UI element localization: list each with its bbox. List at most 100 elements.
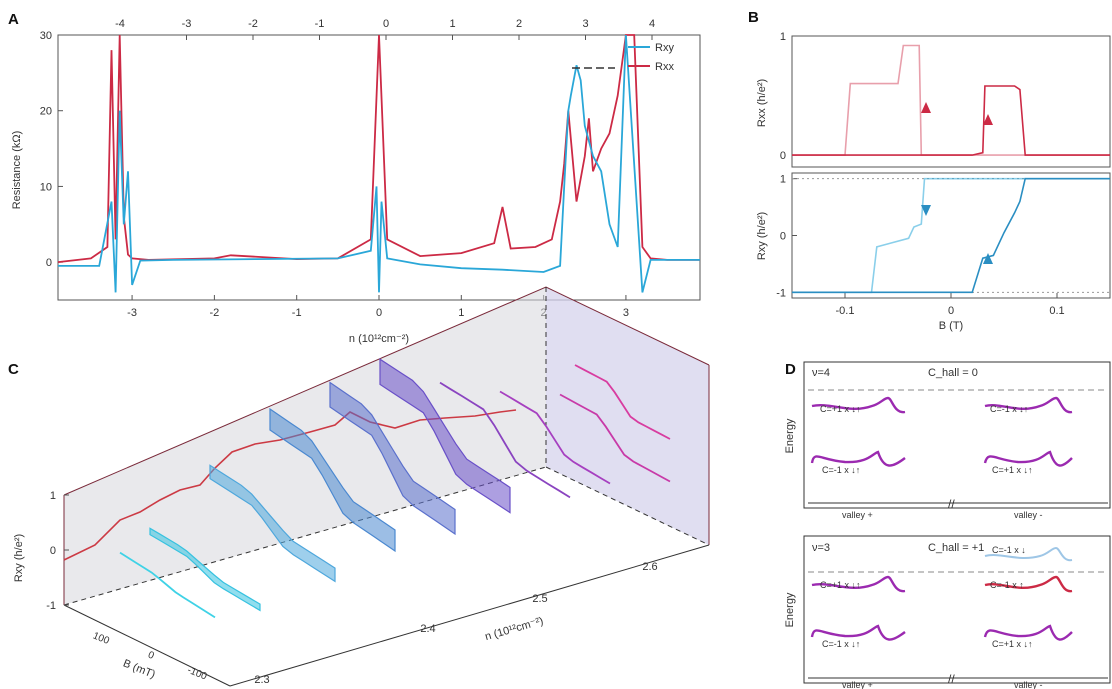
panel-d-bottom-break: // [948,672,955,686]
b-bottom-y-tick-label: 1 [780,174,786,186]
panel-d-bottom-frame [803,535,1111,684]
rxy-sweep-up-line [792,177,1110,294]
panel-label-a: A [8,11,19,28]
rxy-sweep-down-line [792,177,1110,294]
panel-a-y-label: Resistance (kΩ) [11,131,23,210]
panel-label-b: B [748,9,759,26]
c-z-tick-label: 1 [50,490,56,502]
panel-c-b-axis [63,604,231,687]
a-y-tick-label: 0 [46,257,52,269]
panel-d-top: ν=4 C_hall = 0 Energy C=+1 x ↓↑ C=-1 x ↓… [784,361,1111,520]
legend-label-rxy: Rxy [655,42,674,54]
panel-a-x-label: n (10¹²cm⁻²) [349,333,409,345]
a-y-tick-label: 30 [40,30,52,42]
panel-d-top-valley-plus: valley + [842,510,873,520]
band-label-bottom-1: C=+1 x ↓↑ [820,580,861,590]
band-curve-bottom-2 [984,575,1073,593]
a-top-tick-label: 2 [516,18,522,30]
c-slice-area-4 [329,381,456,536]
c-n-tick-label: 2.5 [532,593,547,605]
band-curve-top-1 [811,396,906,414]
a-top-tick-label: -4 [115,18,125,30]
band-curve-top-2 [810,450,906,467]
a-x-tick-label: -2 [209,307,219,319]
panel-d-top-ylabel: Energy [784,418,796,453]
band-curve-top-4 [983,450,1073,467]
a-top-tick-label: 0 [383,18,389,30]
a-x-tick-label: -3 [127,307,137,319]
panel-b-top-y-label: Rxx (h/e²) [756,79,768,127]
panel-b-top-ticks: 01 [780,31,797,162]
panel-b-top-frame [791,35,1111,168]
c-b-tick-label: 100 [91,630,111,647]
a-x-tick-label: 0 [376,307,382,319]
c-z-tick-label: -1 [46,600,56,612]
a-top-tick-label: 1 [449,18,455,30]
c-slice-line-9 [574,364,671,440]
c-n-tick-label: 2.6 [642,561,657,573]
rxx-sweep-up-line [792,44,1110,156]
a-top-tick-label: -2 [248,18,258,30]
a-y-tick-label: 20 [40,106,52,118]
a-top-tick-label: 3 [582,18,588,30]
panel-a-legend: Rxy Rxx [628,42,674,73]
arrow-up-rxx-2 [983,114,993,125]
a-top-tick-label: -1 [315,18,325,30]
panel-d-top-valley-minus: valley - [1014,510,1043,520]
legend-label-rxx: Rxx [655,61,674,73]
panel-b-bottom-ticks: -1 0 1 [776,174,797,299]
c-slice-line-8 [559,393,671,483]
rxx-sweep-down-line [792,85,1110,156]
band-label-top-3: C=-1 x ↓↑ [990,404,1028,414]
c-slice-line-0 [119,551,216,619]
panel-b-bottom-frame [791,172,1111,299]
band-label-bottom-light: C=-1 x ↓ [992,545,1026,555]
a-top-tick-label: -3 [182,18,192,30]
band-label-bottom-3: C=-1 x ↓↑ [822,639,860,649]
b-x-tick-label: -0.1 [836,305,855,317]
panel-b-x-ticks: -0.1 0 0.1 [836,293,1065,317]
a-x-tick-label: 1 [458,307,464,319]
arrow-down-rxy [921,205,931,216]
panel-d-top-chall: C_hall = 0 [928,367,978,379]
band-curve-bottom-light [984,546,1073,562]
b-x-tick-label: 0 [948,305,954,317]
a-x-tick-label: -1 [292,307,302,319]
panel-d-top-frame [803,361,1111,509]
band-label-top-4: C=+1 x ↓↑ [992,465,1033,475]
series-line-rxy [58,34,700,293]
band-curve-top-3 [984,396,1073,414]
panel-c-z-ticks: 1 0 -1 [46,490,69,612]
panel-b-series [792,44,1110,294]
a-y-tick-label: 10 [40,181,52,193]
panel-d-top-nu: ν=4 [812,367,830,379]
c-slice-line-7 [499,390,611,485]
b-x-tick-label: 0.1 [1049,305,1064,317]
panel-c-n-label: n (10¹²cm⁻²) [484,615,545,643]
c-slice-line-6 [439,381,571,499]
panel-c-n-axis [229,544,710,687]
b-top-y-tick-label: 1 [780,31,786,43]
c-n-tick-label: 2.4 [420,623,435,635]
panel-a-top-ticks: -4 -3 -2 -1 0 1 2 3 4 [115,18,655,40]
panel-d: D ν=4 C_hall = 0 Energy C=+1 x ↓↑ C=-1 x… [784,361,1111,689]
panel-b-x-label: B (T) [939,320,963,332]
arrow-up-rxx-1 [921,102,931,113]
b-top-y-tick-label: 0 [780,150,786,162]
c-b-tick-label: -100 [186,665,209,683]
c-slice-area-2 [209,464,336,583]
c-n-tick-label: 2.3 [254,674,269,686]
b-bottom-y-tick-label: -1 [776,287,786,299]
panel-c-floor-side [545,466,710,546]
band-label-top-2: C=-1 x ↓↑ [822,465,860,475]
band-label-top-1: C=+1 x ↓↑ [820,404,861,414]
arrow-up-rxy [983,253,993,264]
c-slice-area-1 [149,527,261,612]
panel-label-c: C [8,361,19,378]
band-label-bottom-2: C=-1 x ↑ [990,580,1024,590]
panel-b: B 01 -101 -0.1 0 0.1 Rxx (h/e²) Rxy (h/e²)… [748,9,1111,332]
panel-c-floor-back [63,466,547,606]
panel-d-bottom-valley-plus: valley + [842,680,873,689]
